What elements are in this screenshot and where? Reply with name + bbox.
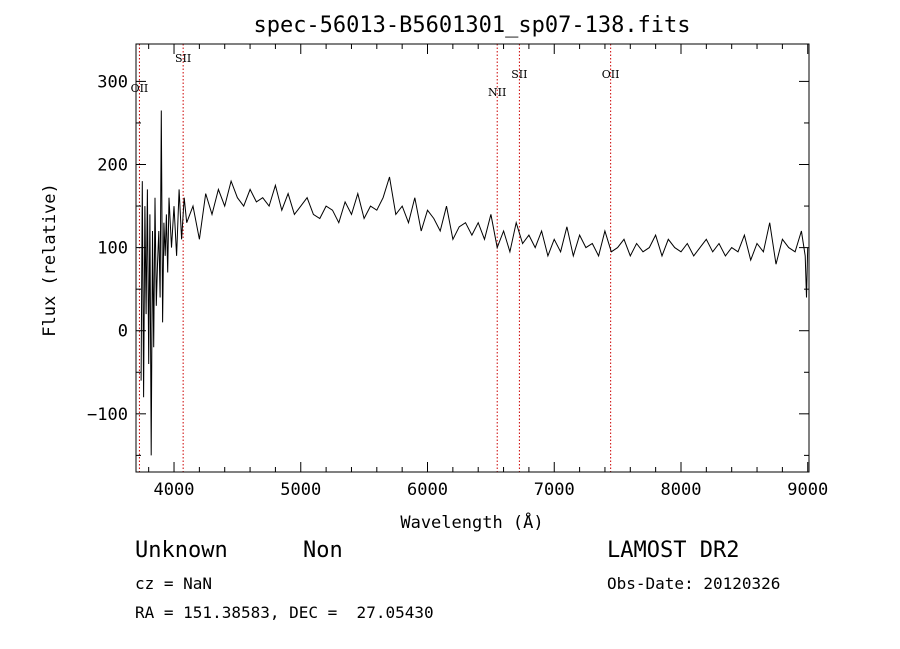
x-tick-label: 6000: [407, 480, 448, 500]
x-tick-label: 9000: [787, 480, 828, 500]
plot-frame: [135, 43, 810, 473]
y-tick-label: 100: [97, 239, 128, 259]
spectrum-series-line: [140, 110, 809, 456]
object-class: Unknown: [135, 538, 228, 563]
emission-line-label: OII: [131, 82, 149, 95]
emission-line-label: SII: [511, 68, 527, 81]
coordinates: RA = 151.38583, DEC = 27.05430: [135, 603, 434, 622]
y-axis-label: Flux (relative): [40, 183, 60, 337]
x-tick-label: 8000: [661, 480, 702, 500]
redshift-cz: cz = NaN: [135, 574, 213, 593]
obs-date: Obs-Date: 20120326: [607, 574, 781, 593]
survey-name: LAMOST DR2: [607, 538, 740, 563]
emission-line-label: OII: [602, 68, 620, 81]
emission-line-label: SII: [175, 52, 191, 65]
y-tick-label: 300: [97, 72, 128, 92]
x-tick-label: 4000: [154, 480, 195, 500]
y-tick-label: 200: [97, 156, 128, 176]
x-tick-label: 5000: [280, 480, 321, 500]
object-subclass: Non: [303, 538, 343, 563]
emission-lines: OII SII NII SII OII: [131, 44, 620, 472]
x-axis-label: Wavelength (Å): [400, 511, 543, 533]
y-tick-label: −100: [87, 405, 128, 425]
emission-line-label: NII: [488, 86, 506, 99]
chart-title: spec-56013-B5601301_sp07-138.fits: [253, 13, 690, 38]
x-tick-label: 7000: [534, 480, 575, 500]
y-tick-label: 0: [118, 322, 128, 342]
axis-ticks: 4000 5000 6000 7000 8000 9000 −100 0 100 200 300: [87, 44, 828, 500]
